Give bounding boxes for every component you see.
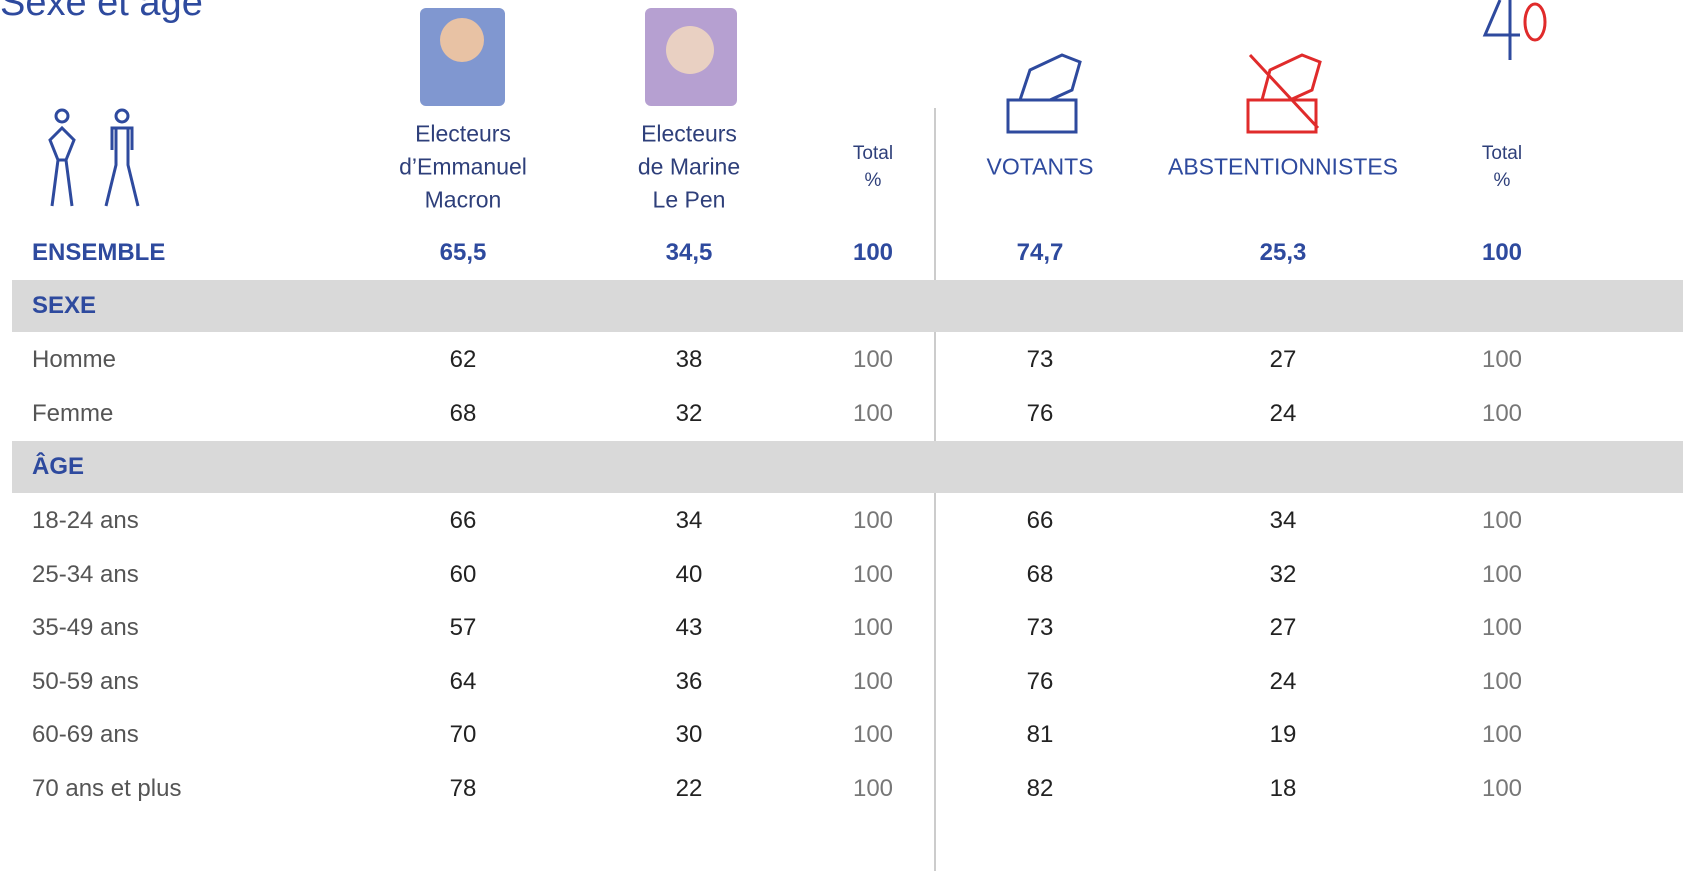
cell: 100	[1482, 561, 1522, 589]
column-header: Total	[853, 143, 893, 165]
cell: 18	[1270, 775, 1297, 803]
cell: 100	[1482, 614, 1522, 642]
cell: 100	[1482, 239, 1522, 267]
column-header: Le Pen	[653, 187, 726, 214]
cell: 68	[450, 400, 477, 428]
portrait-face	[666, 26, 714, 74]
cell: 66	[1027, 507, 1054, 535]
cell: 100	[1482, 507, 1522, 535]
cell: 100	[1482, 775, 1522, 803]
cell: 68	[1027, 561, 1054, 589]
cell: 100	[853, 507, 893, 535]
column-header: de Marine	[638, 154, 740, 181]
cell: 30	[676, 721, 703, 749]
cell: 19	[1270, 721, 1297, 749]
cell: 78	[450, 775, 477, 803]
section-band	[12, 280, 1683, 332]
cell: 34	[1270, 507, 1297, 535]
section-band	[12, 441, 1683, 493]
row-label: 70 ans et plus	[32, 775, 181, 803]
cell: 73	[1027, 346, 1054, 374]
cell: 32	[1270, 561, 1297, 589]
cell: 76	[1027, 668, 1054, 696]
cell: 73	[1027, 614, 1054, 642]
cell: 62	[450, 346, 477, 374]
cell: 38	[676, 346, 703, 374]
cell: 25,3	[1260, 239, 1307, 267]
column-header: %	[865, 170, 882, 192]
column-header: Electeurs	[641, 121, 737, 148]
cell: 100	[853, 614, 893, 642]
cell: 82	[1027, 775, 1054, 803]
cell: 22	[676, 775, 703, 803]
cell: 100	[853, 668, 893, 696]
cell: 43	[676, 614, 703, 642]
row-label: ENSEMBLE	[32, 239, 165, 267]
cell: 76	[1027, 400, 1054, 428]
cell: 74,7	[1017, 239, 1064, 267]
logo	[1485, 0, 1545, 60]
cell: 100	[1482, 668, 1522, 696]
cell: 32	[676, 400, 703, 428]
row-label: 18-24 ans	[32, 507, 139, 535]
cell: 57	[450, 614, 477, 642]
cell: 24	[1270, 400, 1297, 428]
cell: 100	[853, 721, 893, 749]
cell: 100	[853, 400, 893, 428]
cell: 81	[1027, 721, 1054, 749]
row-label: Homme	[32, 346, 116, 374]
cell: 34,5	[666, 239, 713, 267]
cell: 100	[853, 561, 893, 589]
column-header: VOTANTS	[987, 154, 1094, 181]
cell: 100	[1482, 721, 1522, 749]
cell: 60	[450, 561, 477, 589]
cell: 70	[450, 721, 477, 749]
section-label: SEXE	[32, 292, 96, 320]
section-label: ÂGE	[32, 453, 84, 481]
column-header: ABSTENTIONNISTES	[1168, 154, 1398, 181]
decor	[0, 0, 1683, 871]
row-label: Femme	[32, 400, 113, 428]
row-label: 25-34 ans	[32, 561, 139, 589]
page: Sexe et âge Electeursd’EmmanuelMacronEle…	[0, 0, 1683, 871]
cell: 34	[676, 507, 703, 535]
cell: 36	[676, 668, 703, 696]
abstain-icon	[1248, 55, 1320, 132]
cell: 100	[853, 775, 893, 803]
column-header: %	[1494, 170, 1511, 192]
cell: 65,5	[440, 239, 487, 267]
cell: 100	[853, 346, 893, 374]
column-header: Electeurs	[415, 121, 511, 148]
portrait-face	[440, 18, 484, 62]
cell: 64	[450, 668, 477, 696]
column-header: Macron	[425, 187, 502, 214]
cell: 100	[1482, 400, 1522, 428]
cell: 100	[853, 239, 893, 267]
vote-icon	[1008, 55, 1080, 132]
cell: 27	[1270, 346, 1297, 374]
row-label: 50-59 ans	[32, 668, 139, 696]
cell: 27	[1270, 614, 1297, 642]
row-label: 60-69 ans	[32, 721, 139, 749]
cell: 24	[1270, 668, 1297, 696]
people-icon	[50, 110, 138, 206]
column-header: d’Emmanuel	[399, 154, 527, 181]
cell: 100	[1482, 346, 1522, 374]
cell: 66	[450, 507, 477, 535]
row-label: 35-49 ans	[32, 614, 139, 642]
column-header: Total	[1482, 143, 1522, 165]
cell: 40	[676, 561, 703, 589]
